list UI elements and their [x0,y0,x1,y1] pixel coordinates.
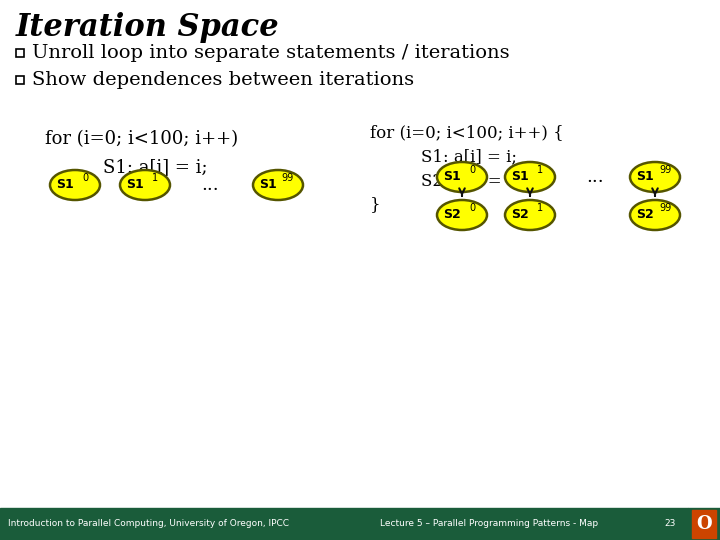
Text: 23: 23 [664,519,675,529]
Text: }: } [370,196,381,213]
Text: 0: 0 [82,173,88,183]
Ellipse shape [437,200,487,230]
Ellipse shape [505,200,555,230]
Text: for (i=0; i<100; i++) {: for (i=0; i<100; i++) { [370,124,564,141]
Text: 99: 99 [659,165,671,175]
Text: S2: b[i] = 2*i;: S2: b[i] = 2*i; [400,172,536,189]
Text: 1: 1 [537,165,543,175]
Text: 99: 99 [282,173,294,183]
Text: 99: 99 [659,203,671,213]
Text: S2: S2 [444,208,461,221]
Text: Lecture 5 – Parallel Programming Patterns - Map: Lecture 5 – Parallel Programming Pattern… [380,519,598,529]
Text: S2: S2 [511,208,529,221]
Ellipse shape [253,170,303,200]
Text: S1: S1 [636,171,654,184]
Text: S1: S1 [56,179,74,192]
Bar [688,508,720,540]
Text: 0: 0 [469,203,475,213]
Text: 1: 1 [537,203,543,213]
Text: Introduction to Parallel Computing, University of Oregon, IPCC: Introduction to Parallel Computing, Univ… [8,519,289,529]
Ellipse shape [50,170,100,200]
Ellipse shape [630,162,680,192]
Text: S1: a[i] = i;: S1: a[i] = i; [80,158,207,176]
Text: ...: ... [586,168,604,186]
Ellipse shape [630,200,680,230]
Text: S1: S1 [126,179,144,192]
Text: for (i=0; i<100; i++): for (i=0; i<100; i++) [45,130,238,148]
Bar [692,510,716,538]
Text: S1: a[i] = i;: S1: a[i] = i; [400,148,517,165]
Text: ...: ... [201,176,219,194]
Text: S1: S1 [511,171,529,184]
Text: S1: S1 [259,179,277,192]
Text: 0: 0 [469,165,475,175]
Ellipse shape [120,170,170,200]
Text: Show dependences between iterations: Show dependences between iterations [32,71,414,89]
Bar [16,49,24,57]
Text: Unroll loop into separate statements / iterations: Unroll loop into separate statements / i… [32,44,510,62]
Text: Iteration Space: Iteration Space [16,12,279,43]
Text: O: O [696,515,712,533]
Text: S1: S1 [444,171,461,184]
Ellipse shape [505,162,555,192]
Ellipse shape [437,162,487,192]
Text: S2: S2 [636,208,654,221]
Bar [0,508,688,540]
Text: 1: 1 [152,173,158,183]
Bar [16,76,24,84]
